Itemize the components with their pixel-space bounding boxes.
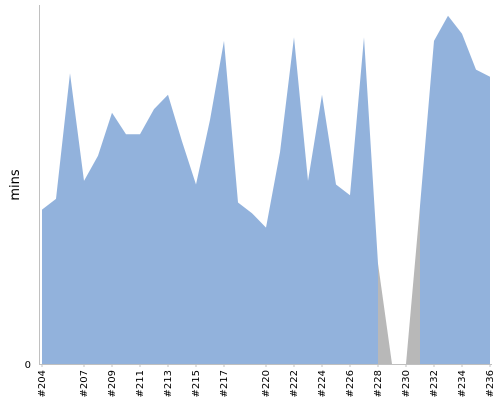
- x-tick-label: #234: [457, 370, 468, 397]
- x-tick-label: #226: [345, 370, 356, 397]
- x-tick-label: #230: [401, 370, 412, 397]
- y-tick-labels: 0: [25, 360, 31, 371]
- series-area-layer: [42, 15, 490, 365]
- x-tick-label: #236: [485, 370, 496, 397]
- missing-data-segment: [406, 206, 420, 364]
- y-tick-label: 0: [25, 360, 31, 371]
- missing-data-segment: [378, 263, 392, 364]
- series-area-2: [420, 15, 490, 365]
- x-tick-label: #228: [373, 370, 384, 397]
- x-tick-label: #215: [191, 370, 202, 397]
- missing-data-layer: [378, 206, 420, 364]
- y-axis-label: mins: [8, 169, 23, 201]
- x-tick-label: #224: [317, 370, 328, 397]
- x-tick-label: #222: [289, 370, 300, 397]
- x-tick-label: #207: [79, 370, 90, 397]
- x-tick-label: #204: [37, 370, 48, 397]
- x-tick-label: #220: [261, 370, 272, 397]
- x-tick-labels: #204 #207 #209 #211 #213 #215 #217 #220 #222 #224…: [37, 364, 496, 397]
- x-tick-label: #232: [429, 370, 440, 397]
- series-area-1: [42, 37, 378, 365]
- x-tick-label: #209: [107, 370, 118, 397]
- x-tick-label: #217: [219, 370, 230, 397]
- x-tick-label: #211: [135, 370, 146, 397]
- x-tick-label: #213: [163, 370, 174, 397]
